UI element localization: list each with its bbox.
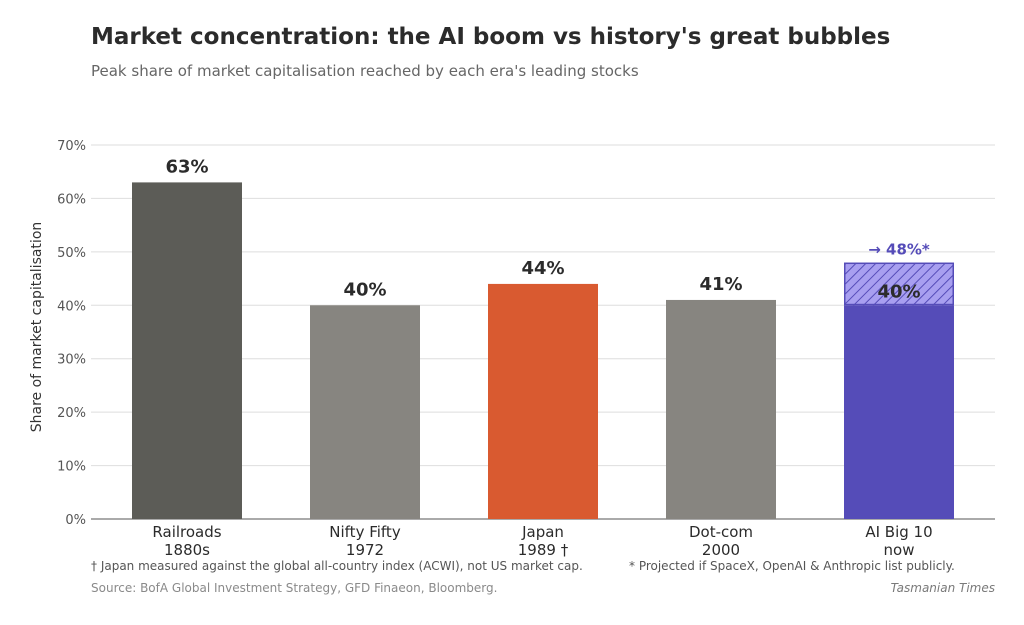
- bar: [844, 305, 954, 519]
- projection-label: → 48%*: [868, 241, 930, 259]
- bar: [132, 182, 242, 519]
- chart-title: Market concentration: the AI boom vs his…: [91, 24, 891, 50]
- brand-credit: Tasmanian Times: [890, 581, 995, 595]
- data-label: 41%: [699, 274, 742, 295]
- y-tick-label: 40%: [57, 299, 86, 314]
- y-tick-label: 30%: [57, 353, 86, 368]
- x-tick-label: Japan: [521, 523, 564, 541]
- chart-subtitle: Peak share of market capitalisation reac…: [91, 62, 639, 80]
- bar: [310, 305, 420, 519]
- x-tick-label: 1972: [346, 541, 384, 559]
- y-tick-label: 70%: [57, 139, 86, 154]
- projection-bar: [844, 262, 954, 306]
- bars: [132, 182, 954, 519]
- x-tick-label: 2000: [702, 541, 740, 559]
- source-note: Source: BofA Global Investment Strategy,…: [91, 581, 498, 595]
- x-tick-label: now: [884, 541, 915, 559]
- y-tick-label: 10%: [57, 460, 86, 475]
- x-tick-label: Railroads: [152, 523, 221, 541]
- footnote-projection: * Projected if SpaceX, OpenAI & Anthropi…: [629, 559, 955, 573]
- y-tick-label: 60%: [57, 192, 86, 207]
- x-tick-label: 1880s: [164, 541, 210, 559]
- data-label: 40%: [877, 281, 920, 302]
- x-tick-label: AI Big 10: [865, 523, 932, 541]
- x-tick-label: Nifty Fifty: [329, 523, 401, 541]
- y-tick-label: 0%: [65, 513, 86, 528]
- x-tick-label: 1989 †: [518, 541, 569, 559]
- projection-outline: [844, 262, 954, 306]
- y-tick-label: 20%: [57, 406, 86, 421]
- data-label: 63%: [165, 156, 208, 177]
- labels: 0% 10% 20% 30% 40% 50% 60% 70% → 48%* 63% 40% 44% 41…: [57, 139, 933, 559]
- bar: [666, 299, 776, 519]
- data-label: 44%: [521, 258, 564, 279]
- footnote-japan: † Japan measured against the global all-…: [91, 559, 583, 573]
- bar: [488, 283, 598, 519]
- data-label: 40%: [343, 279, 386, 300]
- x-tick-label: Dot-com: [689, 523, 753, 541]
- y-axis-label: Share of market capitalisation: [29, 222, 45, 433]
- y-tick-label: 50%: [57, 246, 86, 261]
